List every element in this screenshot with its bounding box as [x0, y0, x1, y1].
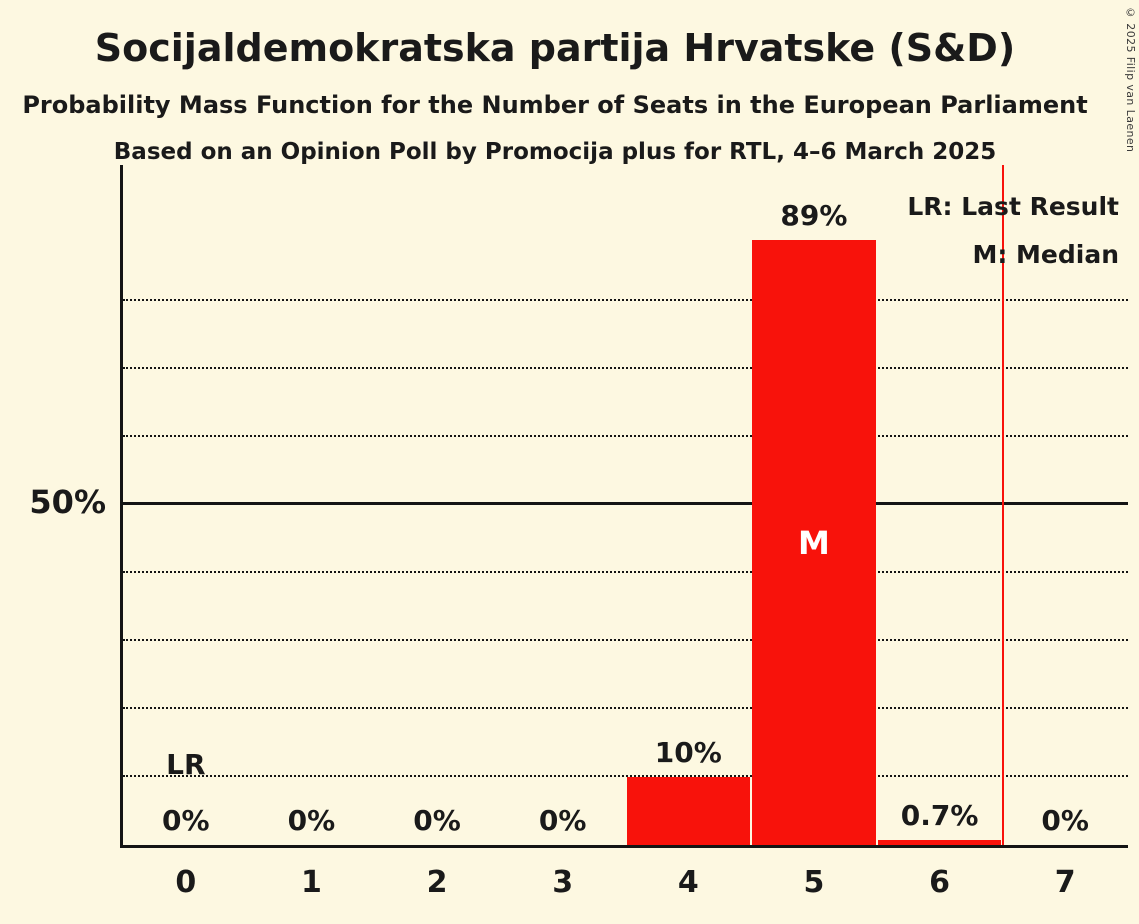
gridline-60-percent [123, 435, 1128, 437]
x-tick-label-6: 6 [929, 865, 950, 900]
gridline-20-percent [123, 707, 1128, 709]
x-tick-label-1: 1 [301, 865, 322, 900]
bar-value-label-0: 0% [162, 804, 210, 837]
bar-value-label-6: 0.7% [900, 799, 979, 833]
x-tick-label-2: 2 [426, 865, 448, 900]
gridline-50-percent [123, 502, 1128, 505]
gridline-30-percent [123, 639, 1128, 641]
x-tick-label-4: 4 [677, 865, 699, 900]
x-tick-label-3: 3 [552, 865, 574, 900]
gridline-10-percent [123, 775, 1128, 777]
x-tick-label-5: 5 [803, 865, 825, 900]
legend-last-result: LR: Last Result [907, 192, 1119, 221]
legend-median: M: Median [972, 240, 1119, 269]
median-marker-label: M [798, 524, 830, 563]
bar-seats-4 [626, 777, 751, 845]
last-result-line [1002, 165, 1005, 845]
last-result-label: LR [166, 748, 206, 781]
gridline-80-percent [123, 299, 1128, 301]
chart-title: Socijaldemokratska partija Hrvatske (S&D… [94, 26, 1016, 70]
chart-subtitle: Probability Mass Function for the Number… [22, 91, 1088, 119]
legend: LR: Last Result M: Median [907, 183, 1119, 279]
gridline-40-percent [123, 571, 1128, 573]
bar-value-label-3: 0% [538, 804, 587, 837]
x-tick-label-7: 7 [1054, 865, 1076, 900]
plot-area: 0% 0 0% 1 0% 2 0% 3 10% 4 89% 5 0.7% 6 0% 7 M LR [120, 165, 1128, 900]
gridline-70-percent [123, 367, 1128, 369]
bar-value-label-7: 0% [1041, 804, 1089, 837]
bar-seats-5 [752, 239, 876, 845]
copyright-text: © 2025 Filip van Laenen [1124, 6, 1137, 153]
bar-value-label-4: 10% [654, 736, 722, 769]
bar-seats-6 [877, 840, 1002, 845]
chart-source-line: Based on an Opinion Poll by Promocija pl… [113, 139, 997, 165]
bar-value-label-1: 0% [287, 804, 336, 837]
y-axis-50-percent-label: 50% [29, 483, 106, 521]
bar-value-label-5: 89% [780, 198, 848, 232]
x-tick-label-0: 0 [175, 865, 197, 900]
bar-value-label-2: 0% [413, 804, 461, 837]
